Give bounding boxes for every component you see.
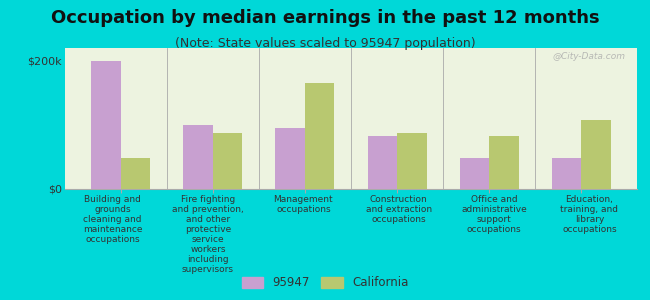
Text: Education,
training, and
library
occupations: Education, training, and library occupat… — [560, 195, 618, 234]
Bar — [91, 61, 120, 189]
Bar — [305, 83, 334, 189]
Legend: 95947, California: 95947, California — [237, 272, 413, 294]
Text: (Note: State values scaled to 95947 population): (Note: State values scaled to 95947 popu… — [175, 38, 475, 50]
Bar — [489, 136, 519, 189]
Bar — [276, 128, 305, 189]
Bar — [183, 125, 213, 189]
Bar — [120, 158, 150, 189]
Text: Office and
administrative
support
occupations: Office and administrative support occupa… — [461, 195, 527, 234]
Text: Building and
grounds
cleaning and
maintenance
occupations: Building and grounds cleaning and mainte… — [83, 195, 142, 244]
Bar — [460, 158, 489, 189]
Bar — [552, 158, 582, 189]
Text: Management
occupations: Management occupations — [274, 195, 333, 214]
Bar — [582, 120, 611, 189]
Bar — [397, 133, 426, 189]
Text: Occupation by median earnings in the past 12 months: Occupation by median earnings in the pas… — [51, 9, 599, 27]
Text: @City-Data.com: @City-Data.com — [552, 52, 625, 61]
Bar — [213, 133, 242, 189]
Text: Fire fighting
and prevention,
and other
protective
service
workers
including
sup: Fire fighting and prevention, and other … — [172, 195, 244, 274]
Bar — [368, 136, 397, 189]
Text: Construction
and extraction
occupations: Construction and extraction occupations — [365, 195, 432, 224]
